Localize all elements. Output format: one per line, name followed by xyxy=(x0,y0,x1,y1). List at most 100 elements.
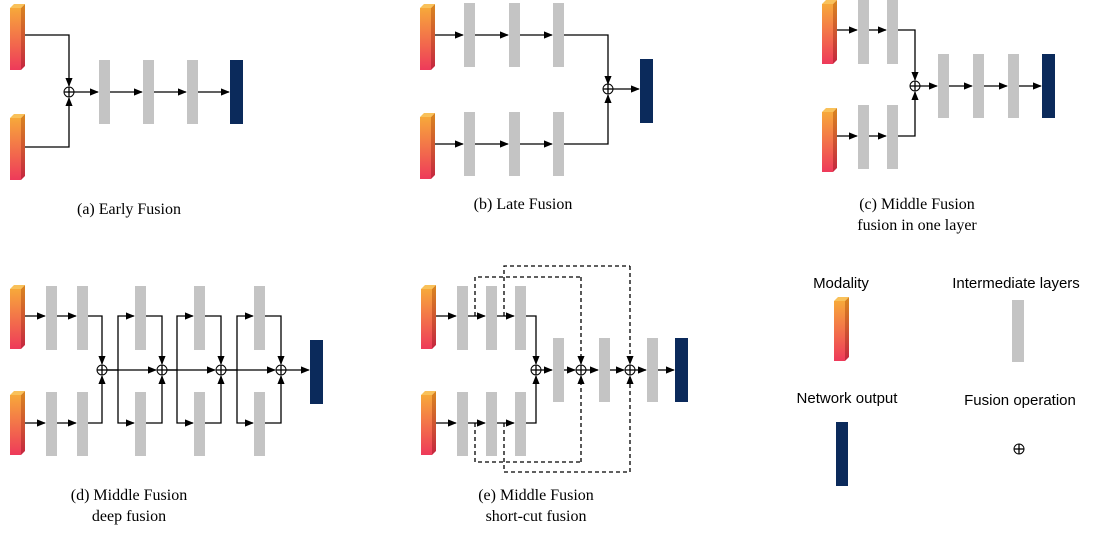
connection-arrow xyxy=(176,370,194,427)
modality-front-face xyxy=(10,395,21,455)
caption-b-line-1: (b) Late Fusion xyxy=(474,196,573,213)
modality-side-face xyxy=(431,4,435,70)
connection-arrow xyxy=(88,375,106,424)
connection-arrow xyxy=(25,34,73,87)
modality-bar xyxy=(421,391,436,455)
fusion-operation xyxy=(602,83,614,95)
shortcut-line xyxy=(474,276,581,316)
modality-bar xyxy=(10,4,25,70)
connection-arrow xyxy=(526,315,540,365)
modality-front-face xyxy=(421,395,432,455)
modality-top-face xyxy=(822,108,837,112)
caption-c-line-1: (c) Middle Fusion xyxy=(859,196,975,213)
modality-front-face xyxy=(822,112,833,172)
modality-top-face xyxy=(420,4,435,8)
intermediate-layer xyxy=(1008,54,1019,118)
fusion-operation xyxy=(530,364,542,376)
network-output xyxy=(1042,54,1055,118)
connection-arrow xyxy=(146,375,166,424)
modality-front-face xyxy=(420,8,431,70)
caption-c-line-2: fusion in one layer xyxy=(857,217,977,234)
modality-bar xyxy=(822,0,837,64)
intermediate-layer xyxy=(135,392,146,456)
intermediate-layer xyxy=(464,112,475,176)
connection-arrow xyxy=(898,91,919,137)
intermediate-layer xyxy=(457,392,468,456)
modality-front-face xyxy=(10,118,21,180)
intermediate-layer xyxy=(509,112,520,176)
fusion-operation xyxy=(63,86,75,98)
modality-side-face xyxy=(431,113,435,179)
modality-top-face xyxy=(421,285,436,289)
caption-e-line-2: short-cut fusion xyxy=(486,508,587,525)
caption-d-line-2: deep fusion xyxy=(92,508,166,525)
intermediate-layer xyxy=(553,112,564,176)
intermediate-layer xyxy=(486,392,497,456)
network-output xyxy=(675,338,688,402)
modality-front-face xyxy=(10,8,21,70)
connection-arrow xyxy=(205,315,225,365)
intermediate-layer xyxy=(515,392,526,456)
panel-middle-fusion-deep xyxy=(10,285,323,456)
connection-arrow xyxy=(564,34,612,85)
fusion-operation xyxy=(96,364,108,376)
connection-arrow xyxy=(898,29,919,81)
intermediate-layer xyxy=(887,105,898,169)
network-output xyxy=(640,59,653,123)
intermediate-layer xyxy=(143,60,154,124)
modality-front-face xyxy=(10,289,21,349)
modality-top-face xyxy=(10,4,25,8)
fusion-operation xyxy=(1013,443,1025,455)
modality-bar xyxy=(834,297,849,361)
intermediate-layer xyxy=(858,0,869,64)
connection-arrow xyxy=(117,312,135,370)
modality-top-face xyxy=(10,285,25,289)
fusion-operation xyxy=(575,364,587,376)
modality-bar xyxy=(10,391,25,455)
connection-arrow xyxy=(88,315,106,365)
connection-arrow xyxy=(265,315,285,365)
intermediate-layer xyxy=(486,286,497,350)
modality-front-face xyxy=(834,301,845,361)
intermediate-layer xyxy=(599,338,610,402)
connection-arrow xyxy=(146,315,166,365)
modality-front-face xyxy=(822,4,833,64)
intermediate-layer xyxy=(647,338,658,402)
modality-side-face xyxy=(21,391,25,455)
intermediate-layer xyxy=(46,286,57,350)
intermediate-layer xyxy=(254,286,265,350)
modality-front-face xyxy=(421,289,432,349)
intermediate-layer xyxy=(553,338,564,402)
intermediate-layer xyxy=(77,286,88,350)
modality-top-face xyxy=(421,391,436,395)
connection-arrow xyxy=(236,370,254,427)
modality-front-face xyxy=(420,117,431,179)
intermediate-layer xyxy=(938,54,949,118)
network-output xyxy=(230,60,243,124)
modality-top-face xyxy=(834,297,849,301)
network-output xyxy=(310,340,323,404)
modality-top-face xyxy=(420,113,435,117)
panel-middle-fusion-one-layer xyxy=(822,0,1055,172)
intermediate-layer xyxy=(77,392,88,456)
captions: (a) Early Fusion (b) Late Fusion (c) Middl… xyxy=(71,196,978,525)
intermediate-layer xyxy=(99,60,110,124)
intermediate-layer xyxy=(457,286,468,350)
caption-a-line-1: (a) Early Fusion xyxy=(77,201,181,218)
panel-late-fusion xyxy=(420,3,653,179)
fusion-operation xyxy=(156,364,168,376)
intermediate-layer xyxy=(553,3,564,67)
fusion-operation xyxy=(909,80,921,92)
panel-middle-fusion-shortcut xyxy=(421,265,688,473)
modality-side-face xyxy=(21,285,25,349)
modality-top-face xyxy=(822,0,837,4)
modality-top-face xyxy=(10,114,25,118)
intermediate-layer xyxy=(1012,300,1024,362)
modality-side-face xyxy=(845,297,849,361)
modality-top-face xyxy=(10,391,25,395)
network-output xyxy=(836,422,848,486)
modality-side-face xyxy=(833,108,837,172)
intermediate-layer xyxy=(194,286,205,350)
